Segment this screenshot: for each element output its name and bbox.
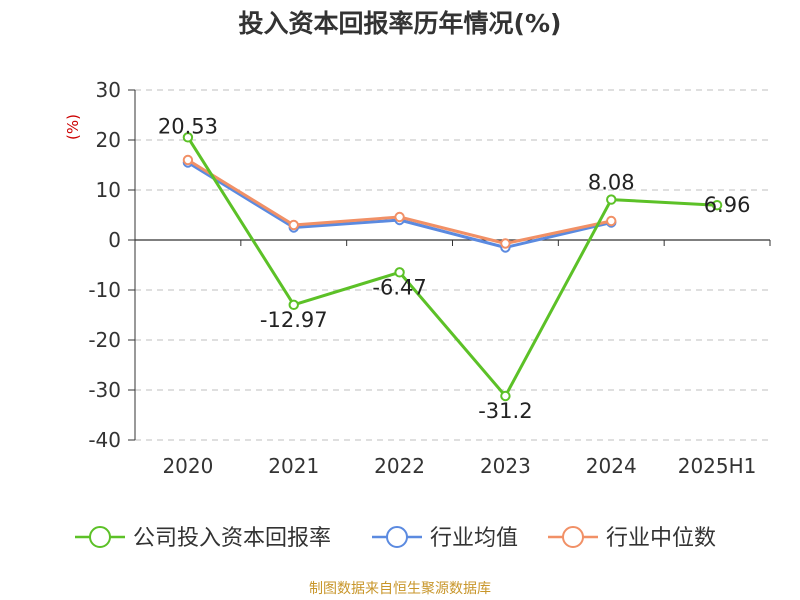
data-point xyxy=(711,200,723,211)
y-axis-label: (%) xyxy=(64,114,82,140)
chart-title: 投入资本回报率历年情况(%) xyxy=(238,9,562,38)
legend-swatch-marker xyxy=(562,526,584,548)
data-point xyxy=(182,154,194,166)
y-tick-label: 30 xyxy=(96,78,121,102)
y-tick-label: 20 xyxy=(96,128,121,152)
data-point xyxy=(500,390,511,402)
x-tick-label: 2021 xyxy=(268,454,319,478)
x-tick-label: 2024 xyxy=(586,454,637,478)
y-tick-label: -20 xyxy=(88,328,121,352)
data-label: 6.96 xyxy=(704,193,751,217)
x-tick-label: 2023 xyxy=(480,454,531,478)
data-label: 20.53 xyxy=(158,114,218,138)
x-tick-label: 2025H1 xyxy=(678,454,757,478)
data-point xyxy=(394,267,405,278)
legend-swatch-marker xyxy=(89,526,111,548)
data-point xyxy=(288,299,299,311)
data-label: 8.08 xyxy=(588,171,635,195)
y-tick-label: -10 xyxy=(88,278,121,302)
data-point xyxy=(288,219,299,231)
data-label: -12.97 xyxy=(260,308,328,332)
y-tick-label: -30 xyxy=(88,378,121,402)
y-tick-label: -40 xyxy=(88,428,121,452)
source-note: 制图数据来自恒生聚源数据库 xyxy=(309,581,491,597)
data-point xyxy=(606,215,617,227)
x-tick-label: 2022 xyxy=(374,454,425,478)
data-point xyxy=(500,238,511,249)
series-line xyxy=(186,136,718,398)
legend-label: 行业中位数 xyxy=(606,526,716,551)
legend-label: 行业均值 xyxy=(430,526,518,551)
data-label: -31.2 xyxy=(478,399,532,423)
x-tick-label: 2020 xyxy=(162,454,213,478)
data-label: -6.47 xyxy=(372,275,426,299)
legend-label: 公司投入资本回报率 xyxy=(133,526,331,551)
data-point xyxy=(606,194,617,205)
legend-swatch-marker xyxy=(386,526,408,548)
y-tick-label: 0 xyxy=(108,228,121,252)
data-point xyxy=(394,211,405,223)
y-tick-label: 10 xyxy=(96,178,121,202)
data-point xyxy=(182,132,194,143)
